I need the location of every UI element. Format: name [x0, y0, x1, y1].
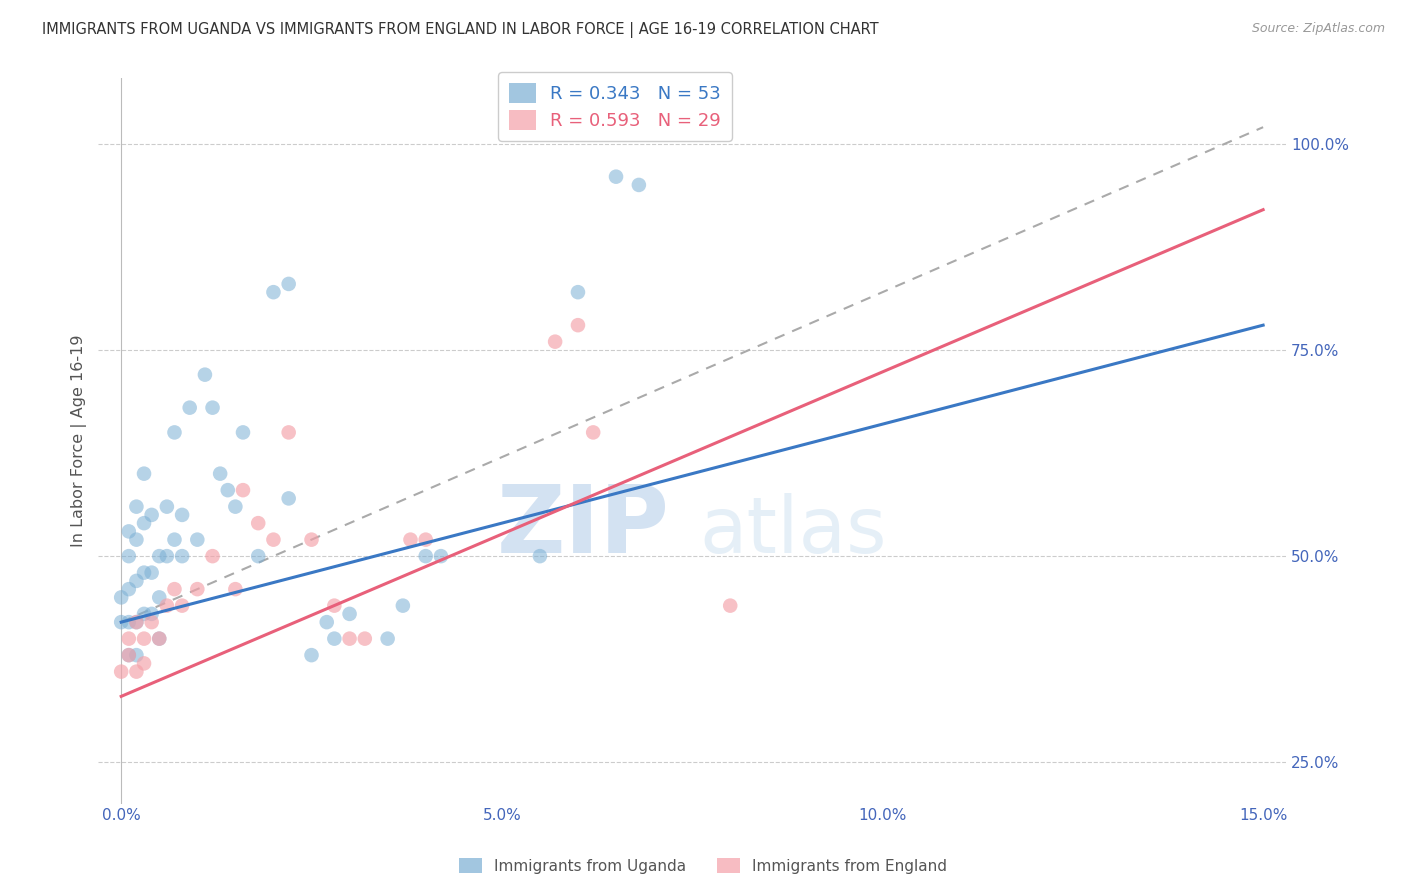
- Point: [163, 425, 186, 440]
- Point: [277, 491, 299, 506]
- Point: [529, 549, 551, 563]
- Point: [148, 591, 170, 605]
- Point: [110, 591, 132, 605]
- Point: [132, 467, 155, 481]
- Point: [232, 483, 254, 497]
- Point: [262, 285, 284, 300]
- Point: [323, 599, 346, 613]
- Point: [224, 582, 246, 596]
- Point: [544, 334, 567, 349]
- Point: [377, 632, 399, 646]
- Point: [132, 657, 155, 671]
- Point: [156, 599, 179, 613]
- Point: [118, 582, 141, 596]
- Point: [141, 508, 163, 522]
- Point: [125, 500, 148, 514]
- Point: [148, 632, 170, 646]
- Point: [118, 648, 141, 662]
- Point: [392, 599, 415, 613]
- Point: [353, 632, 375, 646]
- Text: Source: ZipAtlas.com: Source: ZipAtlas.com: [1251, 22, 1385, 36]
- Legend: R = 0.343   N = 53, R = 0.593   N = 29: R = 0.343 N = 53, R = 0.593 N = 29: [498, 72, 733, 141]
- Point: [141, 607, 163, 621]
- Point: [567, 285, 589, 300]
- Point: [627, 178, 650, 192]
- Point: [186, 582, 208, 596]
- Point: [186, 533, 208, 547]
- Point: [247, 516, 270, 530]
- Point: [141, 566, 163, 580]
- Point: [163, 582, 186, 596]
- Text: atlas: atlas: [700, 493, 887, 569]
- Point: [415, 549, 437, 563]
- Point: [110, 665, 132, 679]
- Point: [148, 632, 170, 646]
- Point: [224, 500, 246, 514]
- Point: [163, 533, 186, 547]
- Point: [125, 615, 148, 629]
- Point: [132, 566, 155, 580]
- Point: [209, 467, 232, 481]
- Point: [172, 508, 194, 522]
- Point: [118, 615, 141, 629]
- Point: [718, 599, 741, 613]
- Point: [125, 574, 148, 588]
- Text: ZIP: ZIP: [496, 482, 669, 574]
- Point: [110, 615, 132, 629]
- Point: [125, 648, 148, 662]
- Point: [415, 533, 437, 547]
- Point: [430, 549, 453, 563]
- Point: [148, 549, 170, 563]
- Point: [399, 533, 422, 547]
- Point: [156, 549, 179, 563]
- Point: [141, 615, 163, 629]
- Point: [232, 425, 254, 440]
- Legend: Immigrants from Uganda, Immigrants from England: Immigrants from Uganda, Immigrants from …: [453, 852, 953, 880]
- Point: [301, 648, 323, 662]
- Text: IMMIGRANTS FROM UGANDA VS IMMIGRANTS FROM ENGLAND IN LABOR FORCE | AGE 16-19 COR: IMMIGRANTS FROM UGANDA VS IMMIGRANTS FRO…: [42, 22, 879, 38]
- Point: [118, 648, 141, 662]
- Point: [339, 632, 361, 646]
- Point: [172, 549, 194, 563]
- Point: [118, 549, 141, 563]
- Point: [323, 632, 346, 646]
- Point: [125, 533, 148, 547]
- Point: [201, 549, 224, 563]
- Point: [172, 599, 194, 613]
- Point: [582, 425, 605, 440]
- Point: [605, 169, 627, 184]
- Y-axis label: In Labor Force | Age 16-19: In Labor Force | Age 16-19: [72, 334, 87, 547]
- Point: [132, 607, 155, 621]
- Point: [156, 500, 179, 514]
- Point: [315, 615, 337, 629]
- Point: [339, 607, 361, 621]
- Point: [125, 615, 148, 629]
- Point: [262, 533, 284, 547]
- Point: [277, 425, 299, 440]
- Point: [132, 632, 155, 646]
- Point: [277, 277, 299, 291]
- Point: [201, 401, 224, 415]
- Point: [217, 483, 239, 497]
- Point: [132, 516, 155, 530]
- Point: [125, 665, 148, 679]
- Point: [247, 549, 270, 563]
- Point: [118, 632, 141, 646]
- Point: [567, 318, 589, 333]
- Point: [118, 524, 141, 539]
- Point: [194, 368, 217, 382]
- Point: [301, 533, 323, 547]
- Point: [834, 879, 856, 892]
- Point: [179, 401, 201, 415]
